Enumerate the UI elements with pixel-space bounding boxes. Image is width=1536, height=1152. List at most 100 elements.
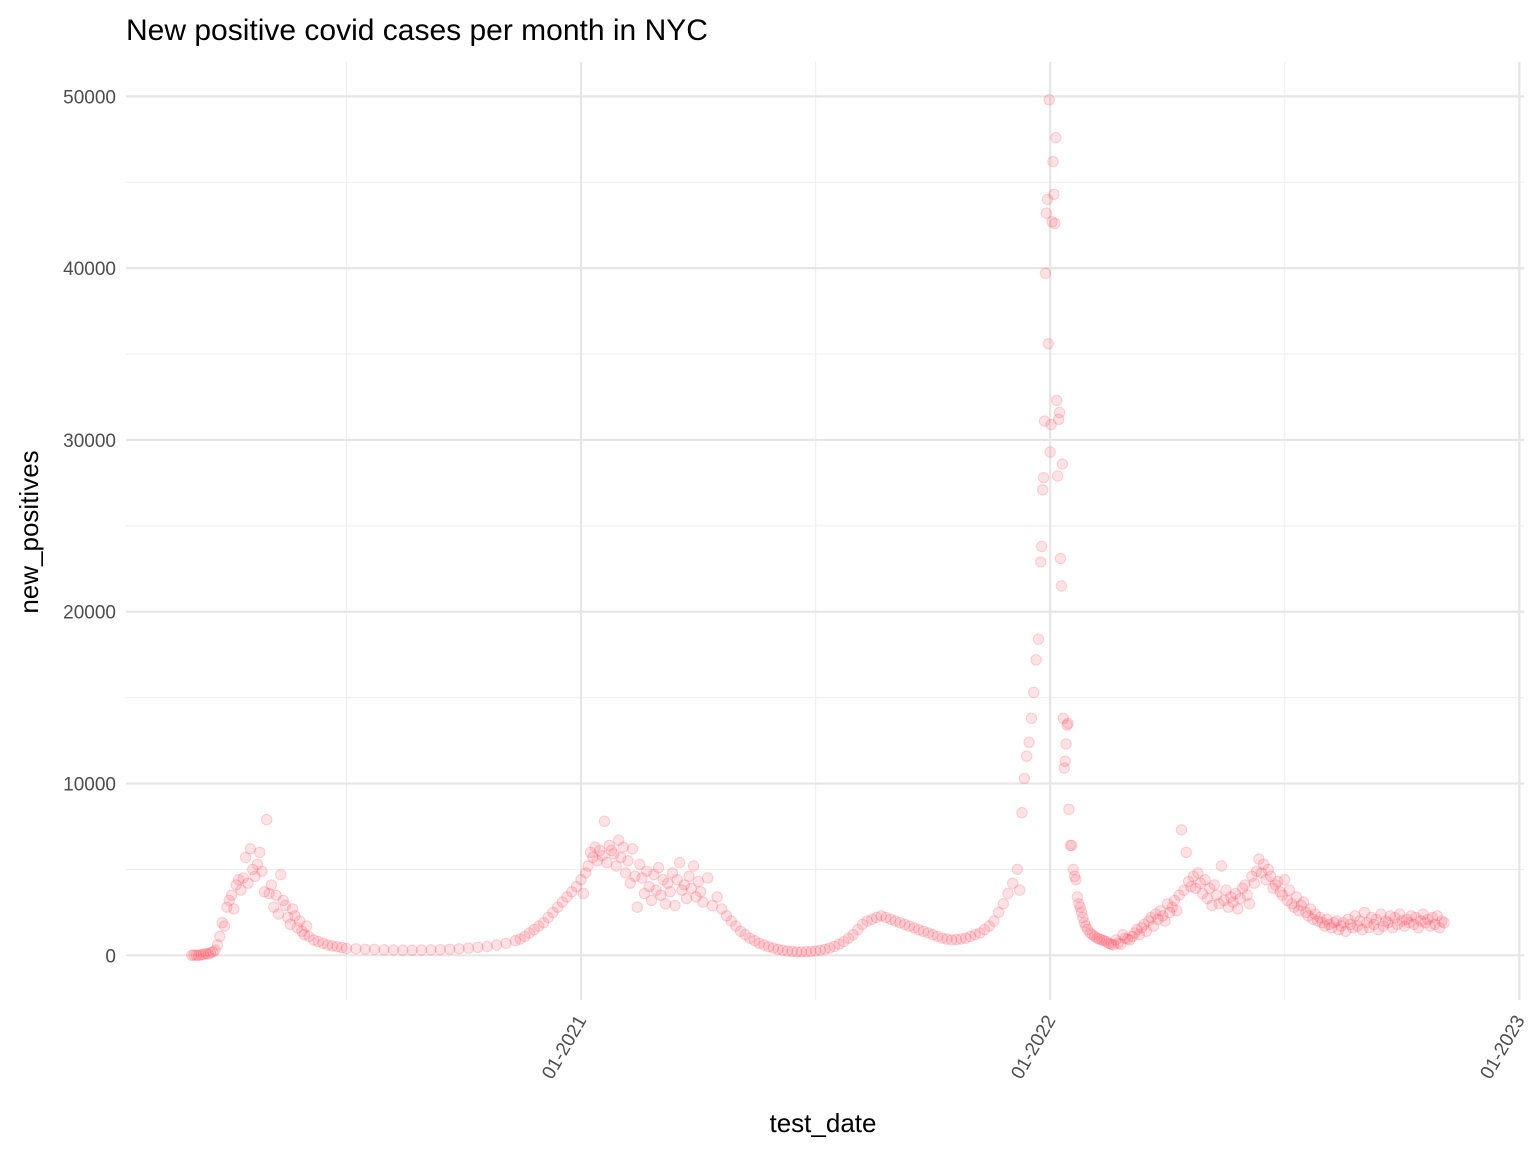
- data-point: [1229, 887, 1242, 900]
- data-point: [1107, 939, 1120, 951]
- chart-title: New positive covid cases per month in NY…: [126, 14, 708, 47]
- data-point: [1067, 863, 1079, 876]
- data-point: [662, 877, 674, 889]
- data-point: [1316, 917, 1329, 929]
- data-point: [322, 939, 334, 951]
- data-point: [650, 884, 662, 896]
- data-point: [1068, 870, 1081, 882]
- data-point: [678, 879, 690, 891]
- data-point: [1358, 906, 1371, 919]
- data-point: [706, 899, 719, 912]
- data-point: [1257, 858, 1270, 870]
- data-point: [1084, 927, 1096, 939]
- data-point: [1037, 472, 1050, 484]
- data-point: [1408, 918, 1420, 931]
- data-point: [1185, 880, 1197, 893]
- data-point: [1274, 886, 1286, 898]
- data-point: [992, 906, 1005, 919]
- data-point: [1030, 654, 1042, 666]
- data-point: [748, 935, 761, 947]
- data-point: [955, 933, 967, 945]
- data-point: [1089, 930, 1101, 943]
- data-point: [659, 898, 672, 910]
- data-point: [1057, 712, 1070, 724]
- data-point: [1321, 913, 1333, 925]
- data-point: [1438, 917, 1450, 929]
- x-tick-label: 01-2022: [1007, 1012, 1060, 1083]
- data-point: [964, 930, 977, 943]
- data-point: [739, 929, 751, 941]
- data-point: [444, 943, 456, 955]
- data-point: [1433, 922, 1446, 934]
- data-point: [1082, 923, 1094, 936]
- data-point: [228, 903, 240, 915]
- data-point: [687, 860, 700, 872]
- data-point: [1260, 874, 1272, 886]
- data-point: [336, 941, 348, 954]
- data-point: [1025, 712, 1038, 724]
- data-point: [551, 901, 564, 913]
- data-point: [1066, 839, 1078, 852]
- data-point: [397, 944, 409, 956]
- data-point: [767, 942, 780, 954]
- data-point: [1103, 937, 1115, 949]
- data-point: [582, 860, 594, 872]
- data-point: [1075, 906, 1088, 919]
- data-point: [1039, 267, 1052, 279]
- data-point: [946, 934, 958, 946]
- data-point: [1061, 719, 1073, 731]
- data-point: [655, 889, 667, 901]
- data-point: [256, 865, 268, 877]
- y-tick-label: 0: [105, 946, 116, 967]
- data-point: [1340, 925, 1352, 937]
- data-point: [627, 843, 639, 855]
- y-tick-label: 10000: [63, 775, 116, 796]
- y-tick-label: 20000: [63, 603, 116, 624]
- data-point: [190, 949, 203, 961]
- data-point: [235, 884, 247, 896]
- data-point: [730, 920, 742, 932]
- data-point: [1182, 875, 1195, 888]
- data-point: [1131, 923, 1143, 936]
- data-point: [272, 908, 285, 920]
- data-point: [983, 920, 995, 932]
- data-point: [268, 901, 280, 913]
- data-point: [289, 910, 301, 922]
- data-point: [903, 920, 916, 932]
- data-point: [685, 882, 697, 894]
- data-point: [1204, 882, 1216, 894]
- data-point: [913, 923, 925, 936]
- data-point: [1297, 896, 1310, 908]
- data-point: [1326, 922, 1338, 934]
- data-point: [805, 945, 817, 958]
- data-point: [1080, 920, 1092, 932]
- data-point: [885, 913, 897, 925]
- data-point: [617, 841, 629, 853]
- data-point: [673, 856, 686, 869]
- data-point: [1426, 911, 1439, 924]
- data-point: [643, 880, 655, 893]
- data-point: [1384, 910, 1397, 922]
- data-point: [1002, 887, 1014, 900]
- data-point: [1386, 922, 1399, 934]
- data-point: [1047, 155, 1059, 168]
- data-point: [842, 932, 855, 944]
- data-point: [1180, 846, 1192, 858]
- data-point: [636, 872, 648, 884]
- data-point: [490, 939, 503, 951]
- data-point: [744, 932, 756, 944]
- data-point: [239, 851, 252, 864]
- major-grid: [126, 62, 1524, 1000]
- data-point: [523, 927, 536, 939]
- data-point: [251, 858, 264, 870]
- data-point: [1239, 879, 1251, 891]
- data-point: [1147, 920, 1160, 932]
- data-point: [1110, 934, 1122, 946]
- data-point: [711, 891, 723, 903]
- data-point: [1007, 877, 1019, 889]
- data-point: [359, 943, 371, 955]
- data-point: [634, 858, 646, 870]
- data-point: [1309, 908, 1321, 920]
- data-point: [1041, 193, 1054, 206]
